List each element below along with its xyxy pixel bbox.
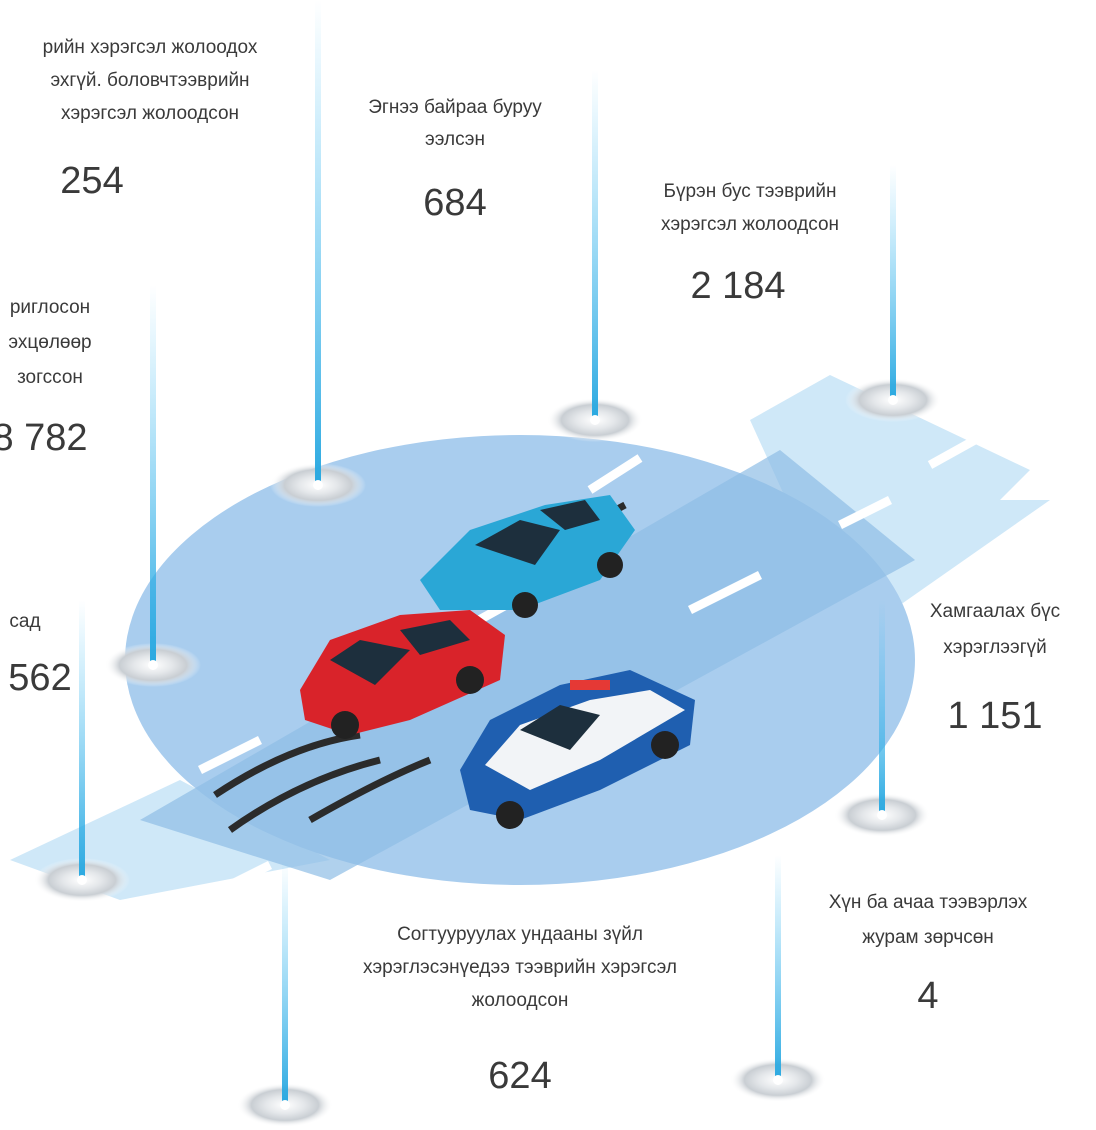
stat-label: журам зөрчсөн [862, 927, 994, 948]
stat-value: 684 [423, 182, 486, 224]
stat-value: 8 782 [0, 417, 88, 459]
stat-label: рийн хэрэгсэл жолоодох [43, 37, 258, 58]
stat-label: Хамгаалах бүс [930, 601, 1060, 622]
stat-item: Хүн ба ачаа тээвэрлэх журам зөрчсөн 4 [730, 855, 1028, 1102]
pin-dot [590, 415, 600, 425]
stat-item: Согтууруулах ундааны зүйл хэрэглэсэнүедээ… [237, 860, 677, 1127]
stat-label: хэрэглэсэнүедээ тээврийн хэрэгсэл [363, 957, 677, 978]
pin-line [775, 855, 781, 1080]
pin-line [890, 165, 896, 400]
stat-label: ээлсэн [425, 129, 485, 150]
stat-label: хэрэглээгүй [943, 637, 1047, 658]
pin-line [282, 860, 288, 1105]
stat-value: 1 151 [947, 695, 1042, 737]
stat-value: 624 [488, 1055, 551, 1097]
pin-dot [77, 875, 87, 885]
stat-label: хэрэгсэл жолоодсон [661, 214, 839, 235]
stat-label: сад [9, 611, 40, 632]
stat-label: зогссон [17, 367, 83, 388]
stat-label: жолоодсон [472, 990, 569, 1011]
stat-label: эхцөлөөр [8, 332, 91, 353]
stat-item: Эгнээ байраа буруу ээлсэн 684 [368, 70, 643, 442]
pin-dot [773, 1075, 783, 1085]
stat-item: рийн хэрэгсэл жолоодох эхгүй. боловчтээвр… [43, 0, 366, 507]
pin-line [879, 600, 885, 815]
pin-dot [877, 810, 887, 820]
stat-label: Эгнээ байраа буруу [368, 97, 542, 118]
pin-line [315, 0, 321, 485]
stat-value: 562 [8, 657, 71, 699]
stat-item: Бүрэн бус тээврийн хэрэгсэл жолоодсон 2 18… [661, 165, 941, 422]
stat-value: 254 [60, 160, 123, 202]
infographic: рийн хэрэгсэл жолоодох эхгүй. боловчтээвр… [0, 0, 1096, 1130]
stat-label: Хүн ба ачаа тээвэрлэх [829, 892, 1028, 913]
stat-value: 2 184 [690, 265, 785, 307]
stat-label: хэрэгсэл жолоодсон [61, 103, 239, 124]
pin-line [150, 285, 156, 665]
stat-label: Согтууруулах ундааны зүйл [397, 924, 643, 945]
stat-label: Бүрэн бус тээврийн [663, 181, 836, 202]
pin-dot [313, 480, 323, 490]
pin-dot [888, 395, 898, 405]
pin-line [592, 70, 598, 420]
pin-dot [148, 660, 158, 670]
stat-label: эхгүй. боловчтээврийн [50, 70, 249, 91]
stat-value: 4 [917, 975, 938, 1017]
stat-label: риглосон [10, 297, 90, 318]
pin-dot [280, 1100, 290, 1110]
pin-line [79, 600, 85, 880]
